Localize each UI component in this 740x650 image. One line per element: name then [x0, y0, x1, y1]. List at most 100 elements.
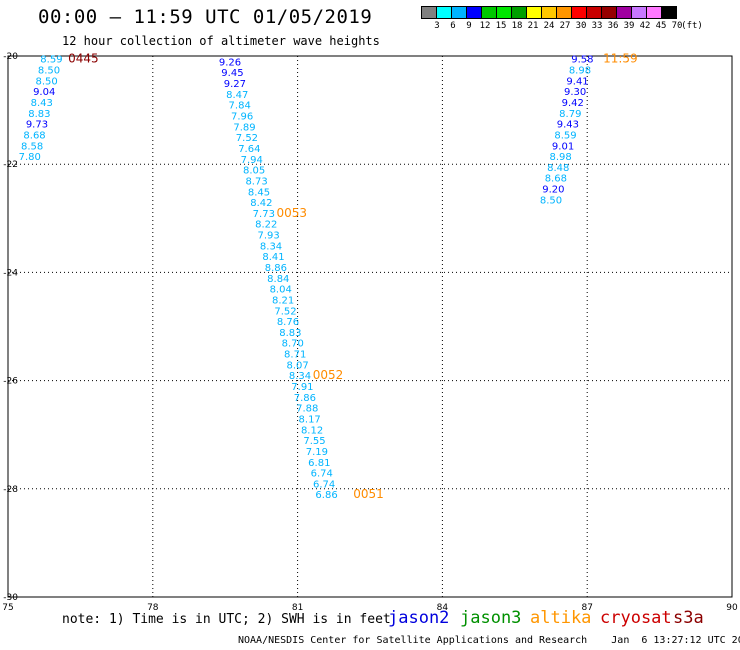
- wave-height-value: 8.79: [559, 109, 581, 120]
- y-tick-label: -20: [3, 52, 18, 62]
- legend-entry-altika: altika: [530, 608, 592, 628]
- pass-time-label: 0051: [353, 487, 384, 501]
- wave-height-value: 7.91: [291, 382, 313, 393]
- wave-height-value: 9.04: [33, 87, 55, 98]
- wave-height-value: 8.83: [279, 328, 301, 339]
- x-tick-label: 81: [292, 603, 303, 613]
- x-tick-label: 75: [2, 603, 13, 613]
- wave-height-value: 8.98: [550, 152, 572, 163]
- color-scale-label: (ft): [681, 21, 703, 31]
- legend-entry-cryosat: cryosat: [600, 608, 672, 628]
- color-scale-label: 24: [543, 21, 555, 31]
- x-tick-label: 84: [437, 603, 449, 613]
- color-scale-label: 27: [559, 21, 571, 31]
- color-scale-label: 70: [671, 21, 683, 31]
- map-frame: [7, 55, 733, 598]
- wave-height-value: 9.42: [562, 98, 584, 109]
- pass-time-label: 11:59: [603, 52, 638, 66]
- legend-entry-jason3: jason3: [460, 608, 522, 628]
- wave-height-value: 8.07: [286, 360, 308, 371]
- wave-height-value: 7.52: [236, 133, 258, 144]
- wave-height-value: 7.89: [233, 122, 255, 133]
- wave-height-value: 8.68: [23, 130, 45, 141]
- wave-height-value: 7.84: [229, 101, 251, 112]
- wave-height-value: 9.73: [26, 120, 48, 131]
- wave-height-value: 8.50: [35, 76, 57, 87]
- pass-time-label: 0445: [68, 52, 99, 66]
- wave-height-value: 8.86: [265, 263, 287, 274]
- wave-height-value: 7.88: [296, 404, 318, 415]
- wave-height-value: 8.83: [28, 109, 50, 120]
- wave-height-value: 8.04: [270, 285, 292, 296]
- wave-height-value: 9.26: [219, 57, 241, 68]
- color-swatch: [661, 6, 677, 19]
- wave-height-value: 7.93: [258, 231, 280, 242]
- color-scale-label: 21: [527, 21, 539, 31]
- y-tick-label: -22: [3, 160, 18, 170]
- wave-height-value: 7.86: [294, 393, 316, 404]
- wave-height-value: 8.71: [284, 350, 306, 361]
- chart-subtitle: 12 hour collection of altimeter wave hei…: [62, 34, 380, 48]
- wave-height-value: 8.22: [255, 220, 277, 231]
- wave-height-value: 6.74: [311, 469, 333, 480]
- color-scale-label: 12: [479, 21, 491, 31]
- footnote: note: 1) Time is in UTC; 2) SWH is in fe…: [62, 612, 391, 627]
- wave-height-value: 8.73: [245, 176, 267, 187]
- pass-time-label: 0053: [277, 206, 308, 220]
- wave-height-value: 8.50: [38, 66, 60, 77]
- wave-height-value: 8.34: [289, 371, 311, 382]
- color-scale-labels: 3 6 9 12 15 18 21 24 27 30 33 36 39 42 45 70 (ft): [422, 21, 740, 33]
- wave-height-value: 8.05: [243, 166, 265, 177]
- y-tick-label: -30: [3, 593, 18, 603]
- color-scale-label: 39: [623, 21, 635, 31]
- wave-height-value: 8.70: [282, 339, 304, 350]
- wave-height-value: 9.30: [564, 87, 586, 98]
- color-scale-label: 6: [450, 21, 456, 31]
- wave-height-value: 8.34: [260, 241, 282, 252]
- wave-height-value: 8.59: [40, 55, 62, 66]
- credit-line: NOAA/NESDIS Center for Satellite Applica…: [238, 635, 740, 646]
- wave-height-value: 6.74: [313, 479, 335, 490]
- wave-height-value: 8.12: [301, 425, 323, 436]
- color-scale-label: 42: [639, 21, 651, 31]
- wave-height-value: 8.42: [250, 198, 272, 209]
- wave-height-value: 9.43: [557, 120, 579, 131]
- wave-height-value: 7.19: [306, 447, 328, 458]
- pass-time-label: 0052: [313, 368, 344, 382]
- color-scale-label: 33: [591, 21, 603, 31]
- wave-height-value: 7.96: [231, 112, 253, 123]
- color-scale-label: 45: [655, 21, 667, 31]
- wave-height-value: 8.68: [545, 174, 567, 185]
- wave-height-value: 8.48: [547, 163, 569, 174]
- wave-height-value: 9.41: [566, 76, 588, 87]
- wave-height-value: 7.80: [19, 152, 41, 163]
- x-tick-label: 90: [726, 603, 738, 613]
- wave-height-value: 8.58: [21, 141, 43, 152]
- color-scale-bar: [421, 6, 677, 19]
- legend-entry-s3a: s3a: [673, 608, 704, 628]
- wave-height-value: 8.43: [31, 98, 53, 109]
- y-tick-label: -28: [3, 485, 18, 495]
- wave-height-value: 9.45: [221, 68, 243, 79]
- wave-height-value: 8.59: [554, 130, 576, 141]
- wave-height-value: 8.76: [277, 317, 299, 328]
- color-scale-label: 3: [434, 21, 440, 31]
- y-tick-label: -26: [3, 377, 18, 387]
- wave-height-value: 8.84: [267, 274, 289, 285]
- x-tick-label: 78: [147, 603, 159, 613]
- color-scale-label: 36: [607, 21, 619, 31]
- wave-height-value: 7.52: [274, 306, 296, 317]
- wave-height-value: 9.58: [571, 55, 593, 66]
- legend-entry-jason2: jason2: [388, 608, 450, 628]
- color-scale-label: 9: [466, 21, 472, 31]
- color-scale-label: 15: [495, 21, 507, 31]
- color-scale-label: 30: [575, 21, 587, 31]
- wave-height-value: 8.47: [226, 90, 248, 101]
- wave-height-value: 6.86: [315, 490, 337, 501]
- wave-height-value: 9.20: [542, 185, 564, 196]
- wave-height-value: 9.01: [552, 141, 574, 152]
- chart-title: 00:00 – 11:59 UTC 01/05/2019: [38, 6, 373, 28]
- wave-height-value: 7.64: [238, 144, 260, 155]
- wave-height-value: 8.17: [299, 414, 321, 425]
